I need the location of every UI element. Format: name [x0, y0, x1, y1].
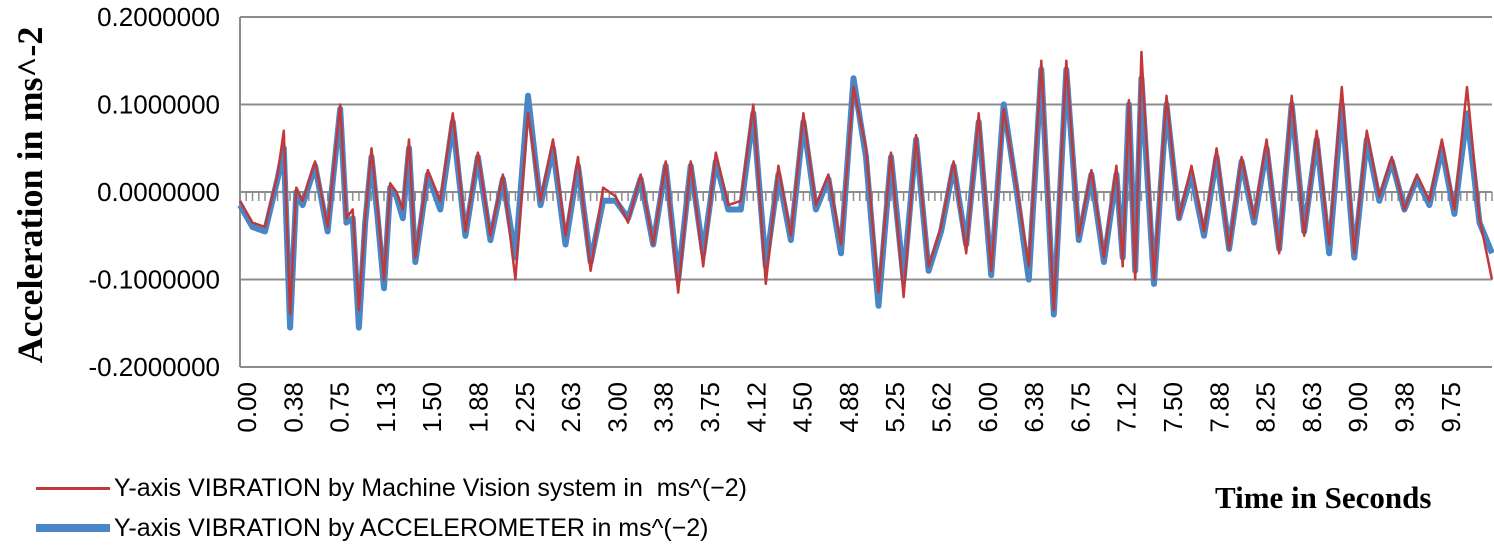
- x-tick-label: 4.12: [741, 382, 771, 433]
- y-tick-label: 0.2000000: [97, 2, 220, 32]
- x-tick-label: 1.13: [371, 382, 401, 433]
- x-tick-label: 4.88: [834, 382, 864, 433]
- x-tick-label: 7.50: [1158, 382, 1188, 433]
- x-tick-label: 9.00: [1343, 382, 1373, 433]
- x-tick-label: 0.75: [325, 382, 355, 433]
- legend-item-accelerometer: Y-axis VIBRATION by ACCELEROMETER in ms^…: [36, 508, 916, 546]
- y-axis-title: Acceleration in ms^-2: [10, 26, 50, 364]
- x-axis-title: Time in Seconds: [1215, 480, 1432, 515]
- x-tick-label: 7.12: [1112, 382, 1142, 433]
- x-tick-label: 9.38: [1390, 382, 1420, 433]
- series-line-machine-vision: [238, 50, 1494, 316]
- x-tick-label: 2.63: [556, 382, 586, 433]
- x-tick-label: 6.75: [1065, 382, 1095, 433]
- x-tick-label: 1.50: [417, 382, 447, 433]
- x-tick-label: 3.00: [602, 382, 632, 433]
- x-tick-label: 3.38: [649, 382, 679, 433]
- x-tick-label: 0.38: [278, 382, 308, 433]
- legend-swatch-machine-vision: [36, 486, 110, 490]
- x-tick-label: 2.25: [510, 382, 540, 433]
- x-tick-label: 8.25: [1251, 382, 1281, 433]
- legend-item-machine-vision: Y-axis VIBRATION by Machine Vision syste…: [36, 468, 916, 508]
- y-tick-label: -0.1000000: [88, 265, 220, 295]
- x-tick-label: 6.00: [973, 382, 1003, 433]
- x-tick-label: 6.38: [1019, 382, 1049, 433]
- x-tick-label: 9.75: [1436, 382, 1466, 433]
- x-tick-label: 3.75: [695, 382, 725, 433]
- y-axis-title-container: Acceleration in ms^-2: [0, 0, 60, 390]
- legend-label-machine-vision: Y-axis VIBRATION by Machine Vision syste…: [114, 473, 747, 502]
- legend-label-accelerometer: Y-axis VIBRATION by ACCELEROMETER in ms^…: [114, 513, 709, 542]
- y-tick-label: 0.1000000: [97, 90, 220, 120]
- x-tick-label: 8.63: [1297, 382, 1327, 433]
- x-tick-label: 4.50: [788, 382, 818, 433]
- y-tick-label: -0.2000000: [88, 352, 220, 382]
- legend: Y-axis VIBRATION by Machine Vision syste…: [36, 468, 916, 546]
- x-tick-label: 5.25: [880, 382, 910, 433]
- x-tick-label: 0.00: [232, 382, 262, 433]
- x-tick-label: 7.88: [1204, 382, 1234, 433]
- legend-swatch-accelerometer: [36, 524, 110, 532]
- x-tick-label: 1.88: [464, 382, 494, 433]
- y-tick-label: 0.0000000: [97, 177, 220, 207]
- x-tick-label: 5.62: [927, 382, 957, 433]
